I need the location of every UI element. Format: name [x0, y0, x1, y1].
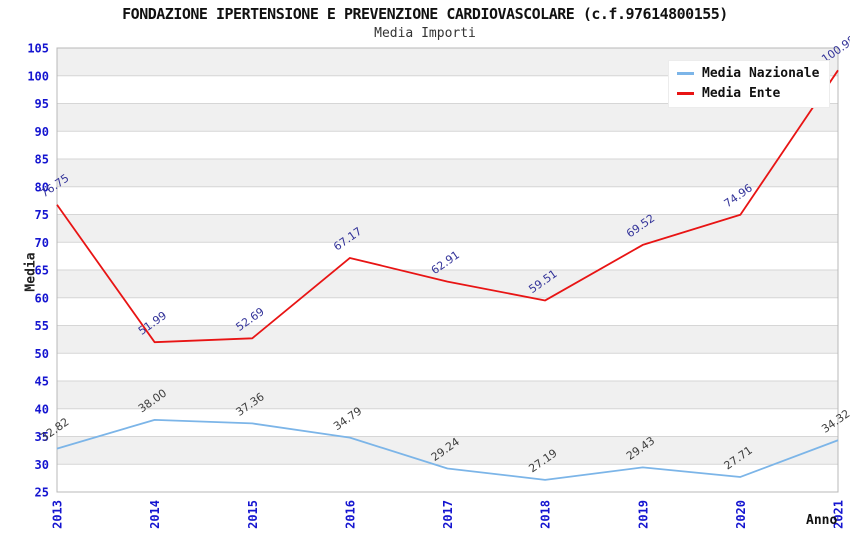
x-tick-label: 2015: [246, 500, 260, 529]
y-tick-label: 70: [35, 236, 49, 250]
y-tick-label: 45: [35, 375, 49, 389]
x-tick-label: 2021: [832, 500, 846, 529]
y-tick-label: 80: [35, 180, 49, 194]
plot-band: [57, 436, 838, 465]
plot-band: [57, 408, 838, 437]
y-tick-label: 25: [35, 486, 49, 500]
plot-band: [57, 270, 838, 298]
plot-band: [57, 297, 838, 326]
y-tick-label: 40: [35, 402, 49, 416]
x-tick-label: 2020: [734, 500, 748, 529]
y-tick-label: 75: [35, 208, 49, 222]
y-tick-label: 85: [35, 153, 49, 167]
chart-subtitle: Media Importi: [374, 26, 476, 41]
legend: Media Nazionale Media Ente: [668, 60, 831, 108]
y-tick-label: 60: [35, 291, 49, 305]
series-line-media-ente: [56, 69, 839, 344]
plot-band: [57, 381, 838, 409]
plot-band: [57, 242, 838, 270]
y-tick-label: 105: [27, 42, 49, 56]
plot-band: [57, 325, 838, 354]
y-tick-label: 30: [35, 458, 49, 472]
legend-label: Media Nazionale: [702, 66, 820, 81]
x-tick-label: 2016: [343, 500, 357, 529]
y-tick-label: 90: [35, 125, 49, 139]
plot-band: [57, 159, 838, 187]
plot-band: [57, 103, 838, 132]
plot-band: [57, 353, 838, 381]
legend-item-media-ente: Media Ente: [677, 86, 819, 101]
legend-item-media-nazionale: Media Nazionale: [677, 66, 819, 81]
y-tick-label: 65: [35, 264, 49, 278]
y-tick-label: 100: [27, 69, 49, 83]
plot-band: [57, 131, 838, 159]
y-tick-label: 55: [35, 319, 49, 333]
y-tick-label: 35: [35, 430, 49, 444]
chart-title: FONDAZIONE IPERTENSIONE E PREVENZIONE CA…: [122, 5, 728, 23]
x-tick-label: 2014: [148, 500, 162, 529]
x-tick-label: 2013: [51, 500, 65, 529]
x-axis-title: Anno: [806, 513, 838, 528]
y-tick-label: 95: [35, 97, 49, 111]
x-tick-label: 2018: [539, 500, 553, 529]
plot-band: [57, 186, 838, 215]
legend-label: Media Ente: [702, 86, 781, 101]
legend-swatch: [677, 92, 694, 95]
x-tick-label: 2019: [636, 500, 650, 529]
y-tick-label: 50: [35, 347, 49, 361]
legend-swatch: [677, 72, 694, 75]
plot-band: [57, 214, 838, 243]
plot-border: [56, 47, 839, 493]
series-line-media-nazionale: [56, 418, 839, 481]
y-axis-title: Media: [23, 252, 39, 292]
x-tick-label: 2017: [441, 500, 455, 529]
